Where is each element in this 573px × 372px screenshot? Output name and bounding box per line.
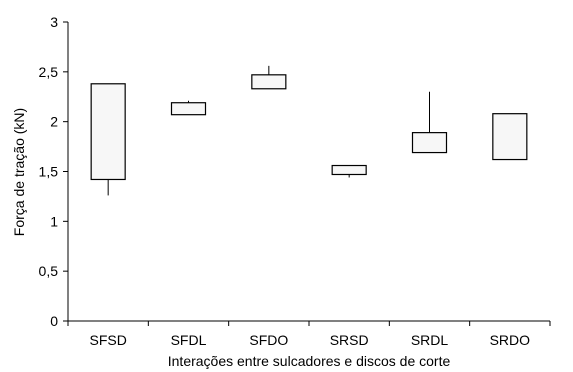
x-ticks: SFSD SFDL SFDO SRSD SRDL SRDO (67, 321, 551, 348)
x-tick-label: SRSD (330, 332, 369, 348)
x-tick-label: SFDL (171, 332, 207, 348)
x-tick-label: SRDO (490, 332, 531, 348)
y-tick-label: 2,5 (39, 64, 59, 80)
y-axis-title: Força de tração (kN) (11, 108, 27, 236)
boxes (90, 65, 528, 196)
y-tick-label: 1 (50, 213, 58, 229)
box-srdl (411, 132, 448, 154)
axes (67, 22, 550, 322)
y-tick-label: 0,5 (39, 263, 59, 279)
box-sfdl (170, 102, 207, 116)
y-tick-label: 1,5 (39, 164, 59, 180)
y-ticks: 0 0,5 1 1,5 2 2,5 3 (39, 14, 68, 329)
y-tick-label: 0 (50, 313, 58, 329)
box-sfsd (90, 83, 126, 181)
box-srdo (492, 113, 528, 161)
y-tick-label: 3 (50, 14, 58, 30)
x-axis-title: Interações entre sulcadores e discos de … (168, 353, 451, 369)
box-srsd (331, 164, 367, 176)
box-sfdo (251, 74, 287, 90)
y-tick-label: 2 (50, 114, 58, 130)
x-tick-label: SRDL (411, 332, 449, 348)
x-tick-label: SFSD (89, 332, 126, 348)
x-tick-label: SFDO (249, 332, 288, 348)
